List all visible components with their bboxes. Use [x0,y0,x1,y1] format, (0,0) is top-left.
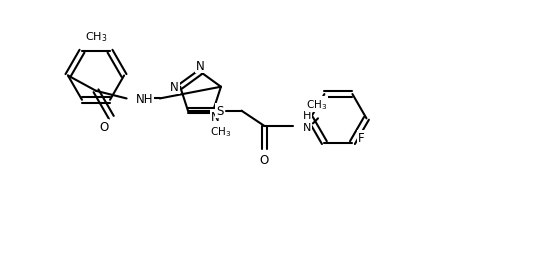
Text: O: O [99,121,108,133]
Text: F: F [358,132,365,145]
Text: N: N [196,60,205,73]
Text: O: O [260,153,269,166]
Text: S: S [216,105,223,118]
Text: NH: NH [136,93,153,105]
Text: H
N: H N [302,111,311,132]
Text: CH$_3$: CH$_3$ [85,30,107,44]
Text: CH$_3$: CH$_3$ [210,125,231,138]
Text: N: N [170,81,178,94]
Text: CH$_3$: CH$_3$ [306,98,327,112]
Text: N: N [211,111,220,124]
